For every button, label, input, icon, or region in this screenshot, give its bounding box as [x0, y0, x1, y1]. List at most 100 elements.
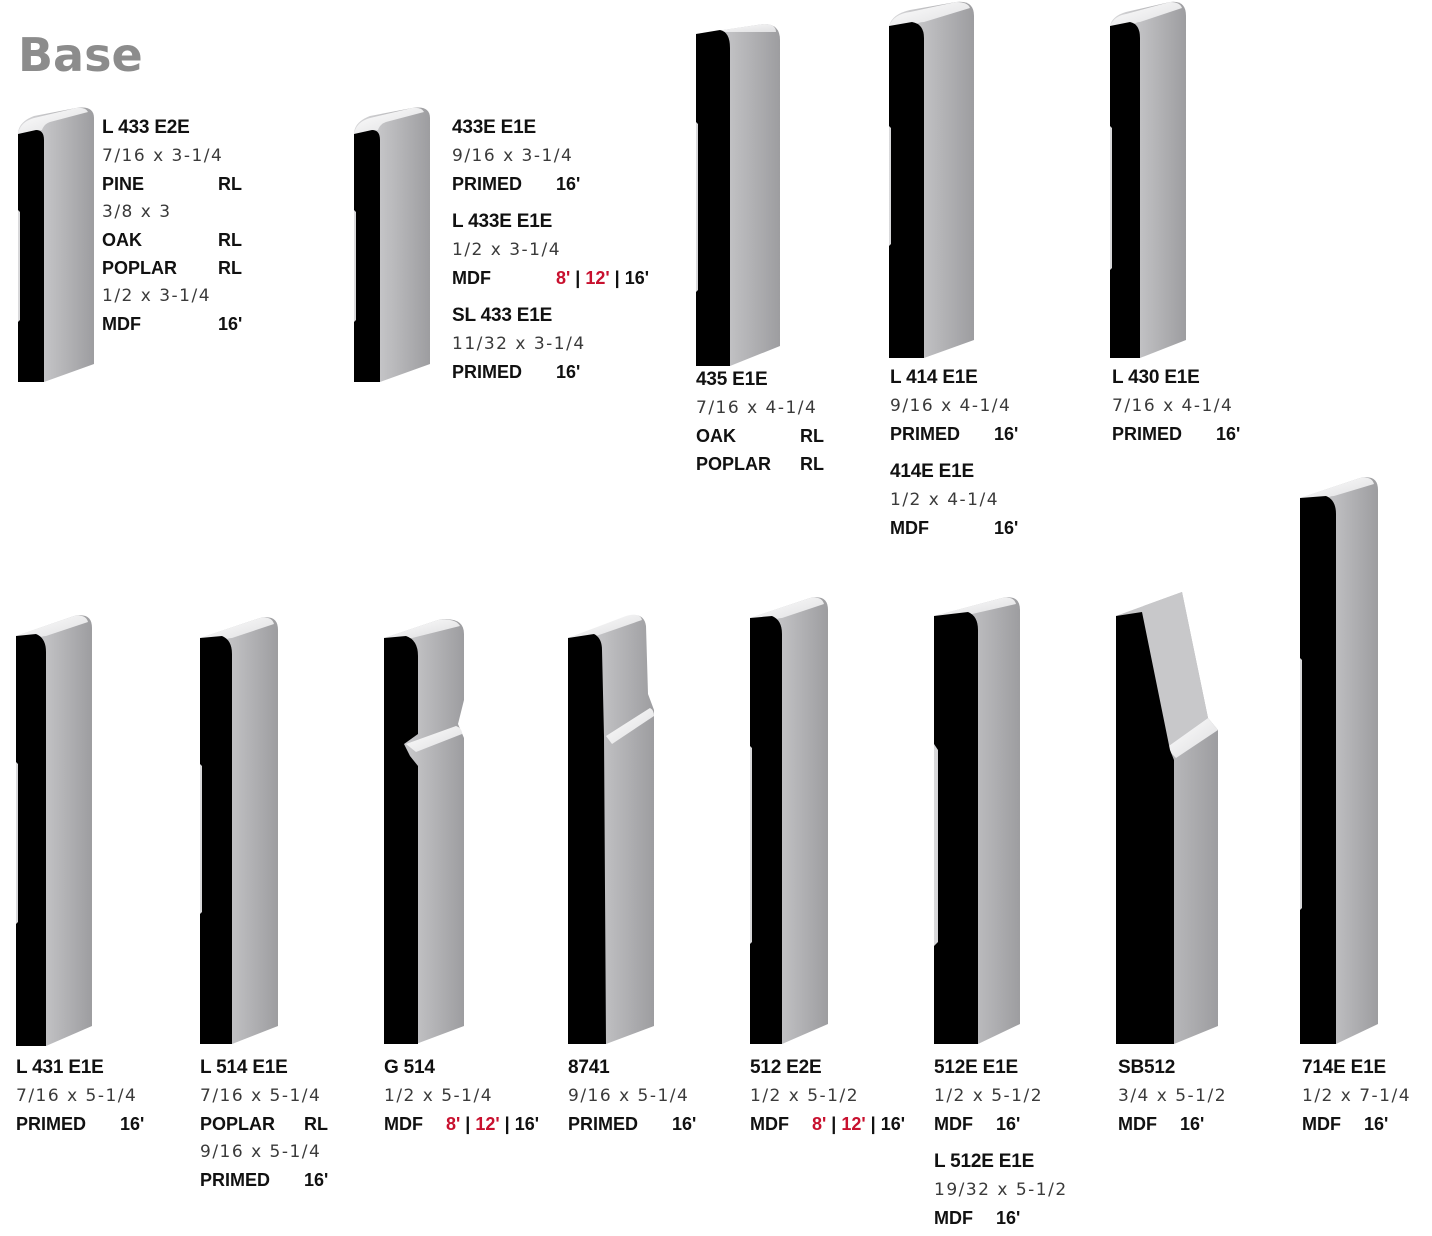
model-number: L 433 E2E	[102, 117, 190, 138]
material-row: MDF 16'	[1118, 1110, 1227, 1138]
material-name: PRIMED	[568, 1114, 639, 1134]
product-block: 433E E1E 9/16 x 3-1/4 PRIMED 16'	[452, 114, 649, 198]
material-row: PRIMED 16'	[1112, 420, 1240, 448]
product-info-p11: 512E E1E 1/2 x 5-1/2 MDF 16' L 512E E1E 19/32…	[934, 1054, 1068, 1232]
length-value: 8'	[812, 1114, 827, 1134]
length-value: 16'	[1216, 424, 1241, 444]
profile-image-714ee1e	[1300, 477, 1378, 1044]
length-value: 16'	[1180, 1114, 1205, 1134]
length-value: RL	[218, 258, 242, 278]
product-info-p13: 714E E1E 1/2 x 7-1/4 MDF 16'	[1302, 1054, 1411, 1138]
length-value: 16'	[994, 424, 1019, 444]
product-block: G 514 1/2 x 5-1/4 MDF 8' | 12' | 16'	[384, 1054, 539, 1138]
product-info-p3: 435 E1E 7/16 x 4-1/4 OAK RL POPLAR RL	[696, 366, 824, 478]
material-name: OAK	[102, 230, 142, 250]
model-number: L 433E E1E	[452, 211, 553, 232]
dimension-text: 1/2 x 4-1/4	[890, 490, 1000, 510]
length-value: 12'	[841, 1114, 866, 1134]
lengths: 16'	[996, 1110, 1020, 1138]
material-row: PRIMED 16'	[452, 170, 649, 198]
profile-image-512e2e	[750, 597, 828, 1044]
profile-image-l414e1e	[889, 1, 974, 359]
dimension-text: 7/16 x 3-1/4	[102, 146, 224, 166]
model-number: 512E E1E	[934, 1057, 1018, 1078]
page-title: Base	[18, 28, 143, 82]
material-name: PINE	[102, 174, 145, 194]
product-block: 414E E1E 1/2 x 4-1/4 MDF 16'	[890, 458, 1018, 542]
material-row: POPLAR RL	[102, 254, 242, 282]
model-number: L 414 E1E	[890, 367, 978, 388]
length-value: 8'	[446, 1114, 461, 1134]
model-number: L 430 E1E	[1112, 367, 1200, 388]
material-name: PRIMED	[16, 1114, 87, 1134]
lengths: 16'	[994, 420, 1018, 448]
lengths: 8' | 12' | 16'	[812, 1110, 905, 1138]
length-value: 16'	[218, 314, 243, 334]
dimension-text: 1/2 x 5-1/2	[750, 1086, 860, 1106]
material-name: MDF	[1118, 1114, 1157, 1134]
material-name: MDF	[384, 1114, 423, 1134]
material-row: PRIMED 16'	[200, 1166, 328, 1194]
material-row: MDF 16'	[102, 310, 242, 338]
material-name: POPLAR	[696, 454, 772, 474]
model-number: 714E E1E	[1302, 1057, 1386, 1078]
material-row: MDF 8' | 12' | 16'	[750, 1110, 905, 1138]
dimension-text: 9/16 x 3-1/4	[452, 146, 574, 166]
material-row: MDF 16'	[934, 1204, 1068, 1232]
product-block: 435 E1E 7/16 x 4-1/4 OAK RL POPLAR RL	[696, 366, 824, 478]
material-name: MDF	[934, 1114, 973, 1134]
material-row: MDF 8' | 12' | 16'	[452, 264, 649, 292]
material-row: PRIMED 16'	[16, 1110, 144, 1138]
material-row: MDF 16'	[890, 514, 1018, 542]
profile-image-8741	[568, 614, 654, 1044]
lengths: RL	[304, 1110, 328, 1138]
material-name: PRIMED	[452, 362, 523, 382]
material-row: OAK RL	[102, 226, 242, 254]
material-row: OAK RL	[696, 422, 824, 450]
model-number: 435 E1E	[696, 369, 768, 390]
product-info-p8: G 514 1/2 x 5-1/4 MDF 8' | 12' | 16'	[384, 1054, 539, 1138]
profile-image-l430e1e	[1110, 1, 1186, 359]
material-name: OAK	[696, 426, 736, 446]
model-number: SB512	[1118, 1057, 1176, 1078]
length-separator: |	[865, 1114, 881, 1134]
model-number: 8741	[568, 1057, 610, 1078]
dimension-text: 9/16 x 5-1/4	[568, 1086, 690, 1106]
model-number: 512 E2E	[750, 1057, 822, 1078]
product-info-p7: L 514 E1E 7/16 x 5-1/4 POPLAR RL 9/16 x 5-1/…	[200, 1054, 328, 1194]
material-name: PRIMED	[452, 174, 523, 194]
lengths: RL	[218, 226, 242, 254]
lengths: RL	[800, 450, 824, 478]
length-value: 12'	[475, 1114, 500, 1134]
lengths: 16'	[556, 358, 580, 386]
material-name: PRIMED	[890, 424, 961, 444]
material-name: MDF	[1302, 1114, 1341, 1134]
model-number: 433E E1E	[452, 117, 536, 138]
length-value: RL	[800, 454, 824, 474]
material-name: POPLAR	[200, 1114, 276, 1134]
product-block: L 512E E1E 19/32 x 5-1/2 MDF 16'	[934, 1148, 1068, 1232]
dimension-text: 1/2 x 5-1/2	[934, 1086, 1044, 1106]
material-row: PRIMED 16'	[890, 420, 1018, 448]
length-value: RL	[218, 174, 242, 194]
material-name: PRIMED	[200, 1170, 271, 1190]
dimension-text: 7/16 x 4-1/4	[696, 398, 818, 418]
material-name: PRIMED	[1112, 424, 1183, 444]
model-number: L 512E E1E	[934, 1151, 1035, 1172]
model-number: SL 433 E1E	[452, 305, 553, 326]
length-value: 16'	[304, 1170, 329, 1190]
length-value: 16'	[1364, 1114, 1389, 1134]
product-block: 714E E1E 1/2 x 7-1/4 MDF 16'	[1302, 1054, 1411, 1138]
product-info-p1: L 433 E2E 7/16 x 3-1/4 PINE RL 3/8 x 3 OAK RL P…	[102, 114, 242, 338]
lengths: RL	[218, 170, 242, 198]
dimension-text: 3/8 x 3	[102, 202, 172, 222]
lengths: 16'	[304, 1166, 328, 1194]
product-info-p9: 8741 9/16 x 5-1/4 PRIMED 16'	[568, 1054, 696, 1138]
product-block: L 433E E1E 1/2 x 3-1/4 MDF 8' | 12' | 16'	[452, 208, 649, 292]
product-block: L 514 E1E 7/16 x 5-1/4 POPLAR RL 9/16 x 5-1/…	[200, 1054, 328, 1194]
product-info-p10: 512 E2E 1/2 x 5-1/2 MDF 8' | 12' | 16'	[750, 1054, 905, 1138]
length-value: 16'	[624, 268, 650, 288]
lengths: 16'	[120, 1110, 144, 1138]
dimension-text: 11/32 x 3-1/4	[452, 334, 586, 354]
length-value: RL	[304, 1114, 328, 1134]
